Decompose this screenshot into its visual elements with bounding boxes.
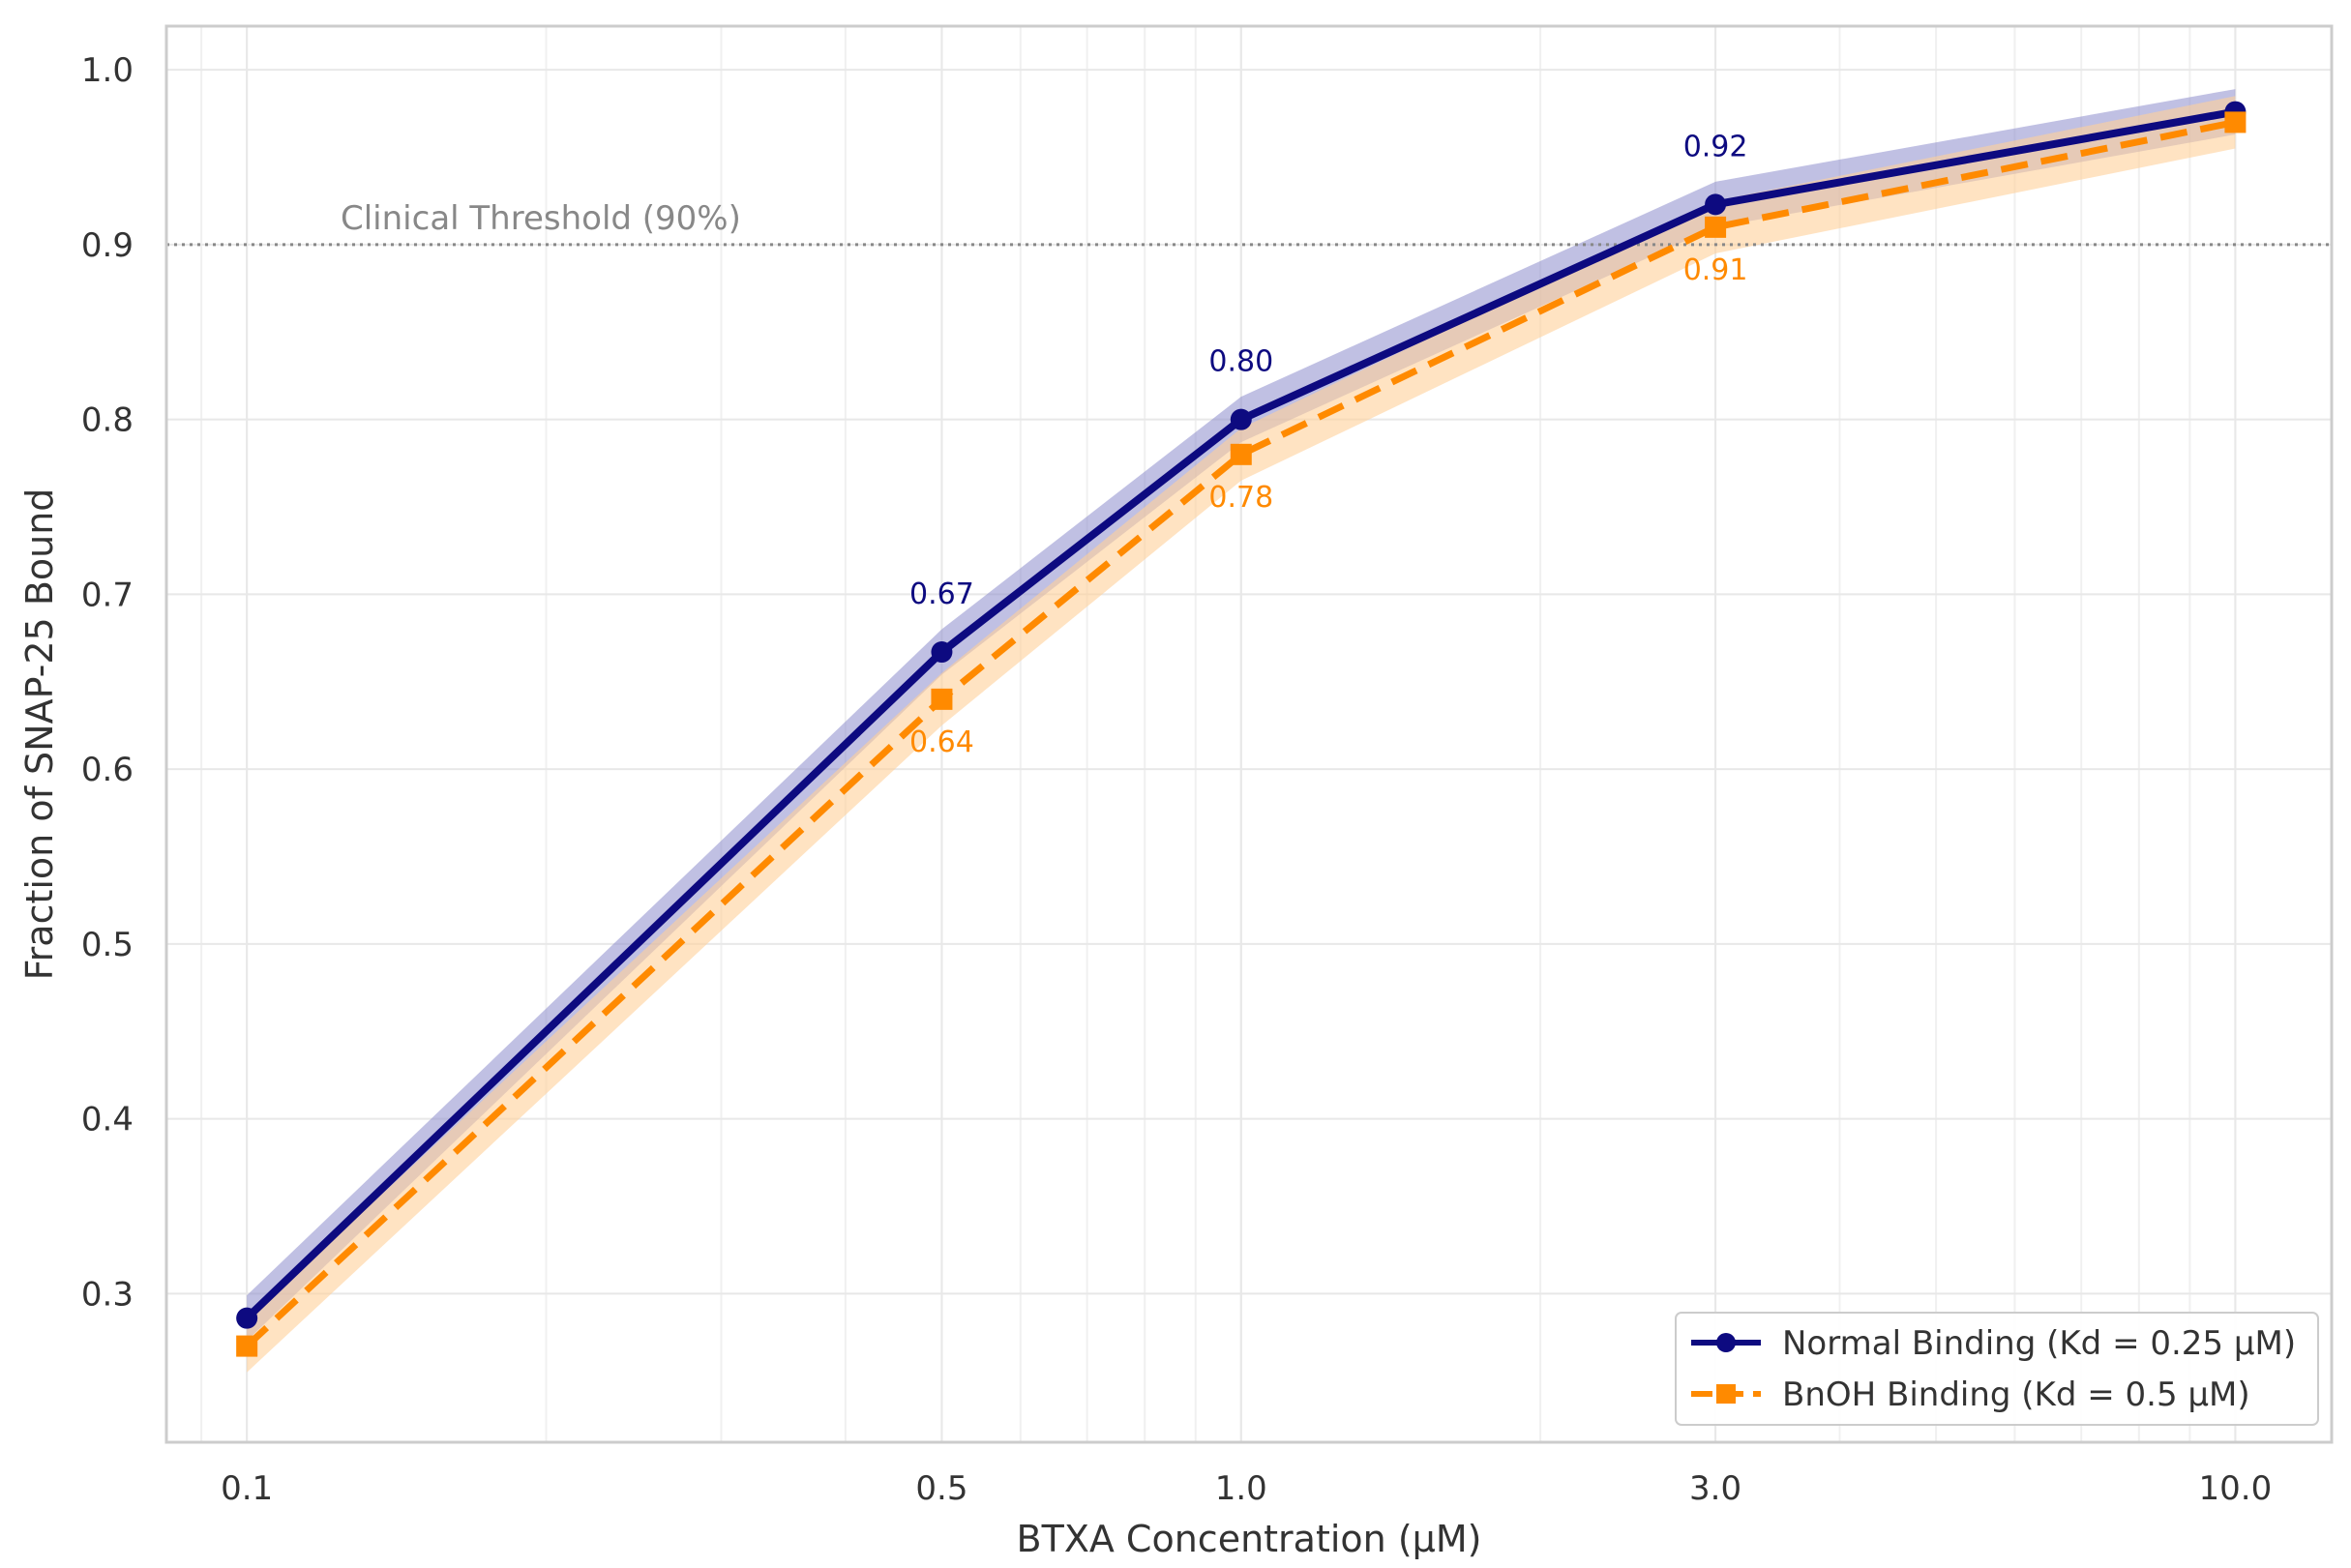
y-axis-ticks: 0.3 0.4 0.5 0.6 0.7 0.8 0.9 1.0 bbox=[81, 51, 134, 1314]
data-point bbox=[1705, 216, 1727, 238]
threshold-label: Clinical Threshold (90%) bbox=[341, 199, 741, 238]
x-tick-label: 0.1 bbox=[221, 1469, 273, 1508]
data-point bbox=[1705, 193, 1727, 216]
data-point bbox=[1230, 408, 1252, 430]
series-markers bbox=[236, 101, 2247, 1357]
y-tick-label: 0.9 bbox=[81, 226, 134, 265]
y-tick-label: 1.0 bbox=[81, 51, 134, 90]
data-label: 0.67 bbox=[909, 577, 974, 611]
data-label: 0.80 bbox=[1208, 345, 1273, 379]
data-labels: 0.67 0.80 0.92 0.64 0.78 0.91 bbox=[909, 130, 1747, 758]
legend-marker-normal bbox=[1716, 1333, 1736, 1352]
grid bbox=[166, 26, 2332, 1442]
data-point bbox=[931, 688, 953, 710]
y-tick-label: 0.4 bbox=[81, 1101, 134, 1139]
y-tick-label: 0.7 bbox=[81, 576, 134, 614]
legend-label-bnoh: BnOH Binding (Kd = 0.5 μM) bbox=[1782, 1376, 2250, 1414]
x-tick-label: 10.0 bbox=[2199, 1469, 2273, 1508]
y-tick-label: 0.3 bbox=[81, 1275, 134, 1314]
threshold-line: Clinical Threshold (90%) bbox=[166, 199, 2332, 247]
legend-item-bnoh: BnOH Binding (Kd = 0.5 μM) bbox=[1691, 1376, 2250, 1414]
legend-marker-bnoh bbox=[1716, 1384, 1736, 1404]
data-label: 0.92 bbox=[1683, 130, 1748, 163]
legend-label-normal: Normal Binding (Kd = 0.25 μM) bbox=[1782, 1324, 2296, 1363]
data-label: 0.91 bbox=[1683, 253, 1748, 287]
y-tick-label: 0.6 bbox=[81, 751, 134, 789]
legend-box bbox=[1675, 1312, 2319, 1426]
plot-frame bbox=[164, 24, 2334, 1444]
data-label: 0.78 bbox=[1208, 481, 1273, 515]
x-axis-ticks: 0.1 0.5 1.0 3.0 10.0 bbox=[221, 1469, 2272, 1508]
plot-background bbox=[166, 26, 2332, 1442]
data-point bbox=[1230, 443, 1252, 465]
y-axis-label: Fraction of SNAP-25 Bound bbox=[18, 488, 61, 981]
data-point bbox=[931, 641, 953, 664]
x-tick-label: 0.5 bbox=[915, 1469, 967, 1508]
x-tick-label: 3.0 bbox=[1689, 1469, 1741, 1508]
data-point bbox=[236, 1307, 258, 1329]
legend: Normal Binding (Kd = 0.25 μM) BnOH Bindi… bbox=[1675, 1312, 2319, 1426]
series-line-1 bbox=[244, 118, 2237, 1349]
y-tick-label: 0.5 bbox=[81, 926, 134, 964]
data-point bbox=[236, 1335, 258, 1357]
data-point bbox=[2224, 111, 2247, 133]
x-axis-label: BTXA Concentration (μM) bbox=[1017, 1518, 1482, 1560]
plot-area: Clinical Threshold (90%) 0.670.800.920.6… bbox=[164, 24, 2334, 1444]
x-tick-label: 1.0 bbox=[1215, 1469, 1267, 1508]
legend-item-normal: Normal Binding (Kd = 0.25 μM) bbox=[1691, 1324, 2296, 1363]
data-label: 0.64 bbox=[909, 725, 974, 759]
y-tick-label: 0.8 bbox=[81, 401, 134, 440]
